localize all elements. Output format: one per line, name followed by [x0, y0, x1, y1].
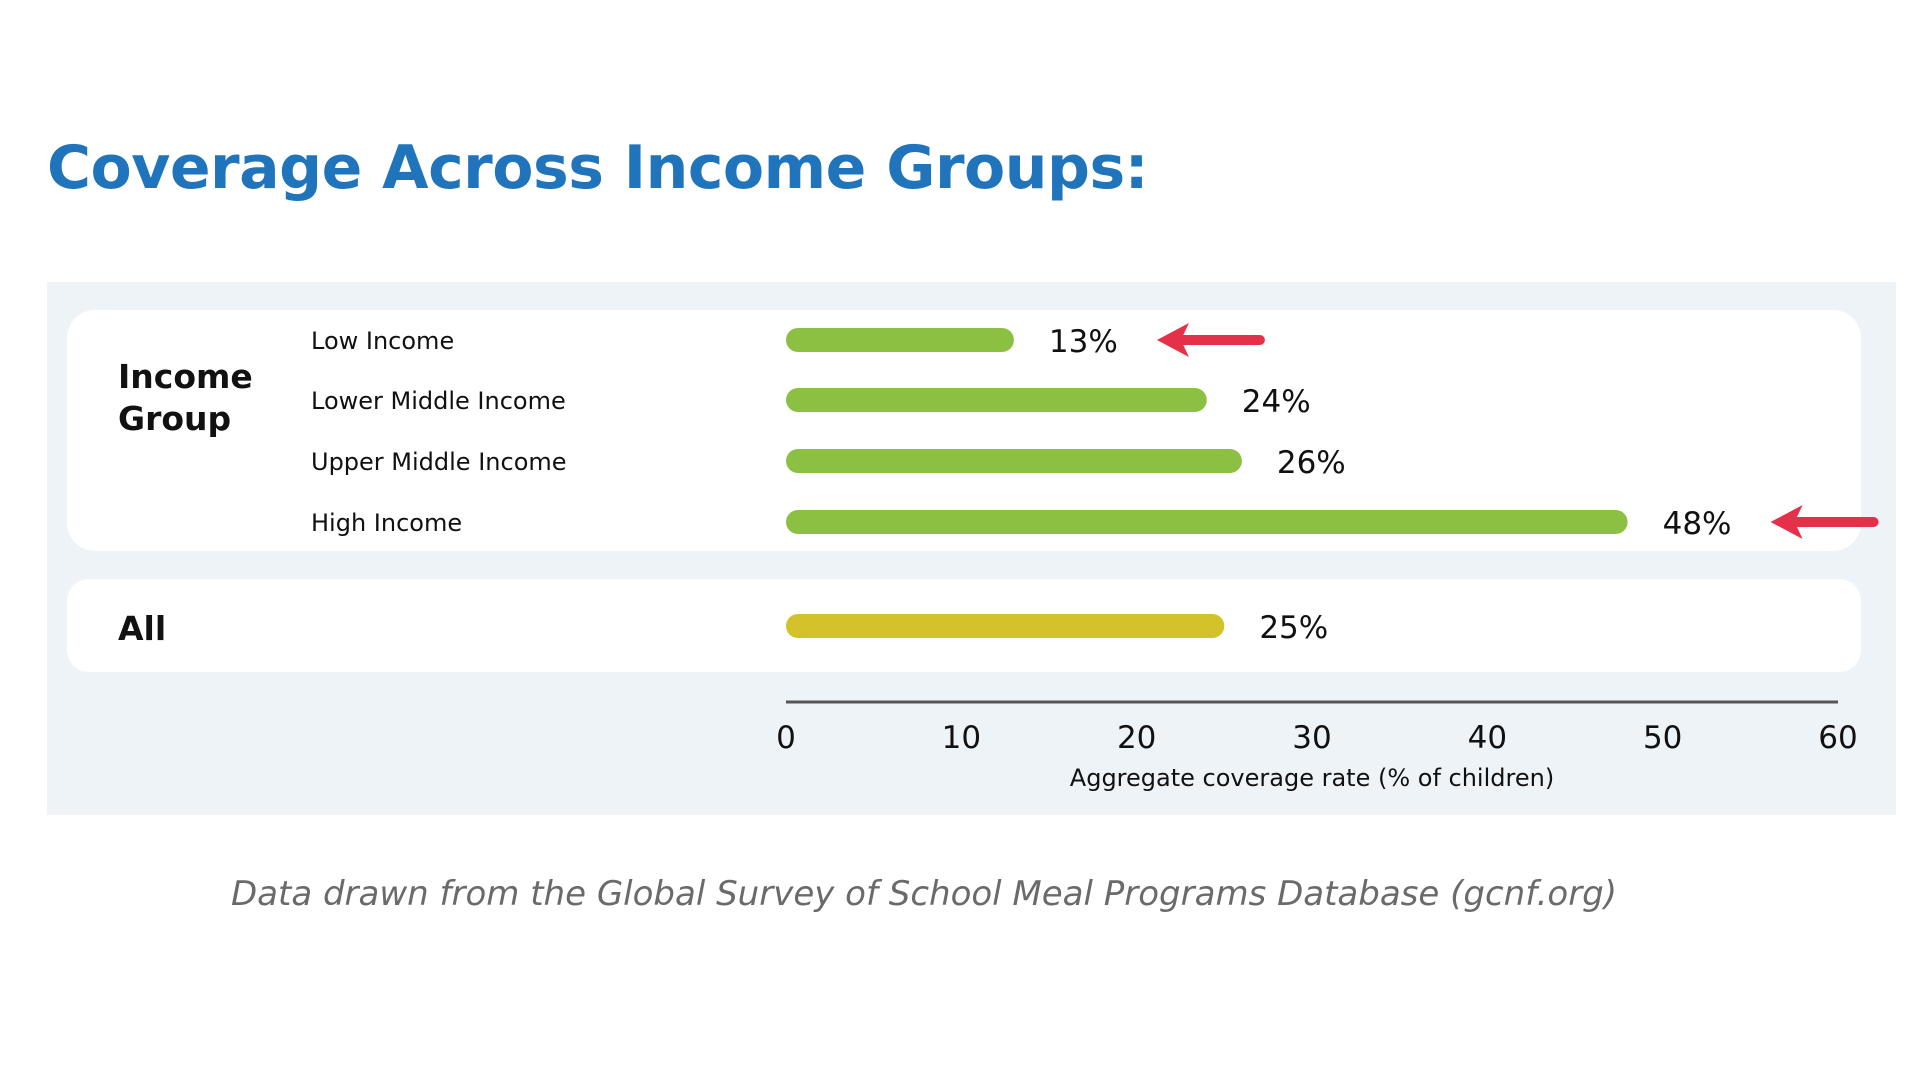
value-label-all: 25% [1259, 610, 1328, 646]
category-label-high-income: High Income [311, 509, 462, 537]
x-tick-label: 0 [776, 720, 796, 756]
x-tick-label: 50 [1643, 720, 1682, 756]
bar-high-income [786, 510, 1628, 534]
group-label: Income [118, 357, 253, 396]
source-caption: Data drawn from the Global Survey of Sch… [230, 874, 1618, 914]
red-arrow-icon [1156, 323, 1189, 357]
income-group-card [67, 310, 1861, 551]
group-label: Group [118, 399, 231, 438]
x-axis-title: Aggregate coverage rate (% of children) [1070, 764, 1554, 792]
x-tick-label: 60 [1818, 720, 1857, 756]
category-label-lower-middle-income: Lower Middle Income [311, 387, 566, 415]
value-label-high-income: 48% [1663, 506, 1732, 542]
value-label-upper-middle-income: 26% [1277, 445, 1346, 481]
x-tick-label: 20 [1117, 720, 1156, 756]
x-tick-label: 40 [1468, 720, 1507, 756]
x-tick-label: 10 [942, 720, 981, 756]
value-label-low-income: 13% [1049, 324, 1118, 360]
group-label: All [118, 609, 166, 648]
red-arrow-icon [1770, 505, 1803, 539]
bar-upper-middle-income [786, 449, 1242, 473]
category-label-upper-middle-income: Upper Middle Income [311, 448, 567, 476]
value-label-lower-middle-income: 24% [1242, 384, 1311, 420]
category-label-low-income: Low Income [311, 327, 454, 355]
page-title: Coverage Across Income Groups: [47, 133, 1149, 203]
bar-low-income [786, 328, 1014, 352]
bar-lower-middle-income [786, 388, 1207, 412]
x-tick-label: 30 [1292, 720, 1331, 756]
chart-panel: Income Group Low Income 13% Lower Middle Inc… [47, 282, 1896, 815]
bar-all [786, 614, 1225, 638]
